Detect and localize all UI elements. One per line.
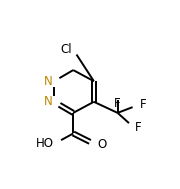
Text: O: O bbox=[97, 138, 106, 151]
Text: N: N bbox=[44, 95, 53, 108]
Text: F: F bbox=[135, 121, 142, 134]
Text: F: F bbox=[114, 97, 121, 110]
Text: N: N bbox=[44, 75, 53, 88]
Text: F: F bbox=[140, 98, 147, 112]
Text: HO: HO bbox=[36, 136, 54, 149]
Text: Cl: Cl bbox=[60, 43, 72, 56]
